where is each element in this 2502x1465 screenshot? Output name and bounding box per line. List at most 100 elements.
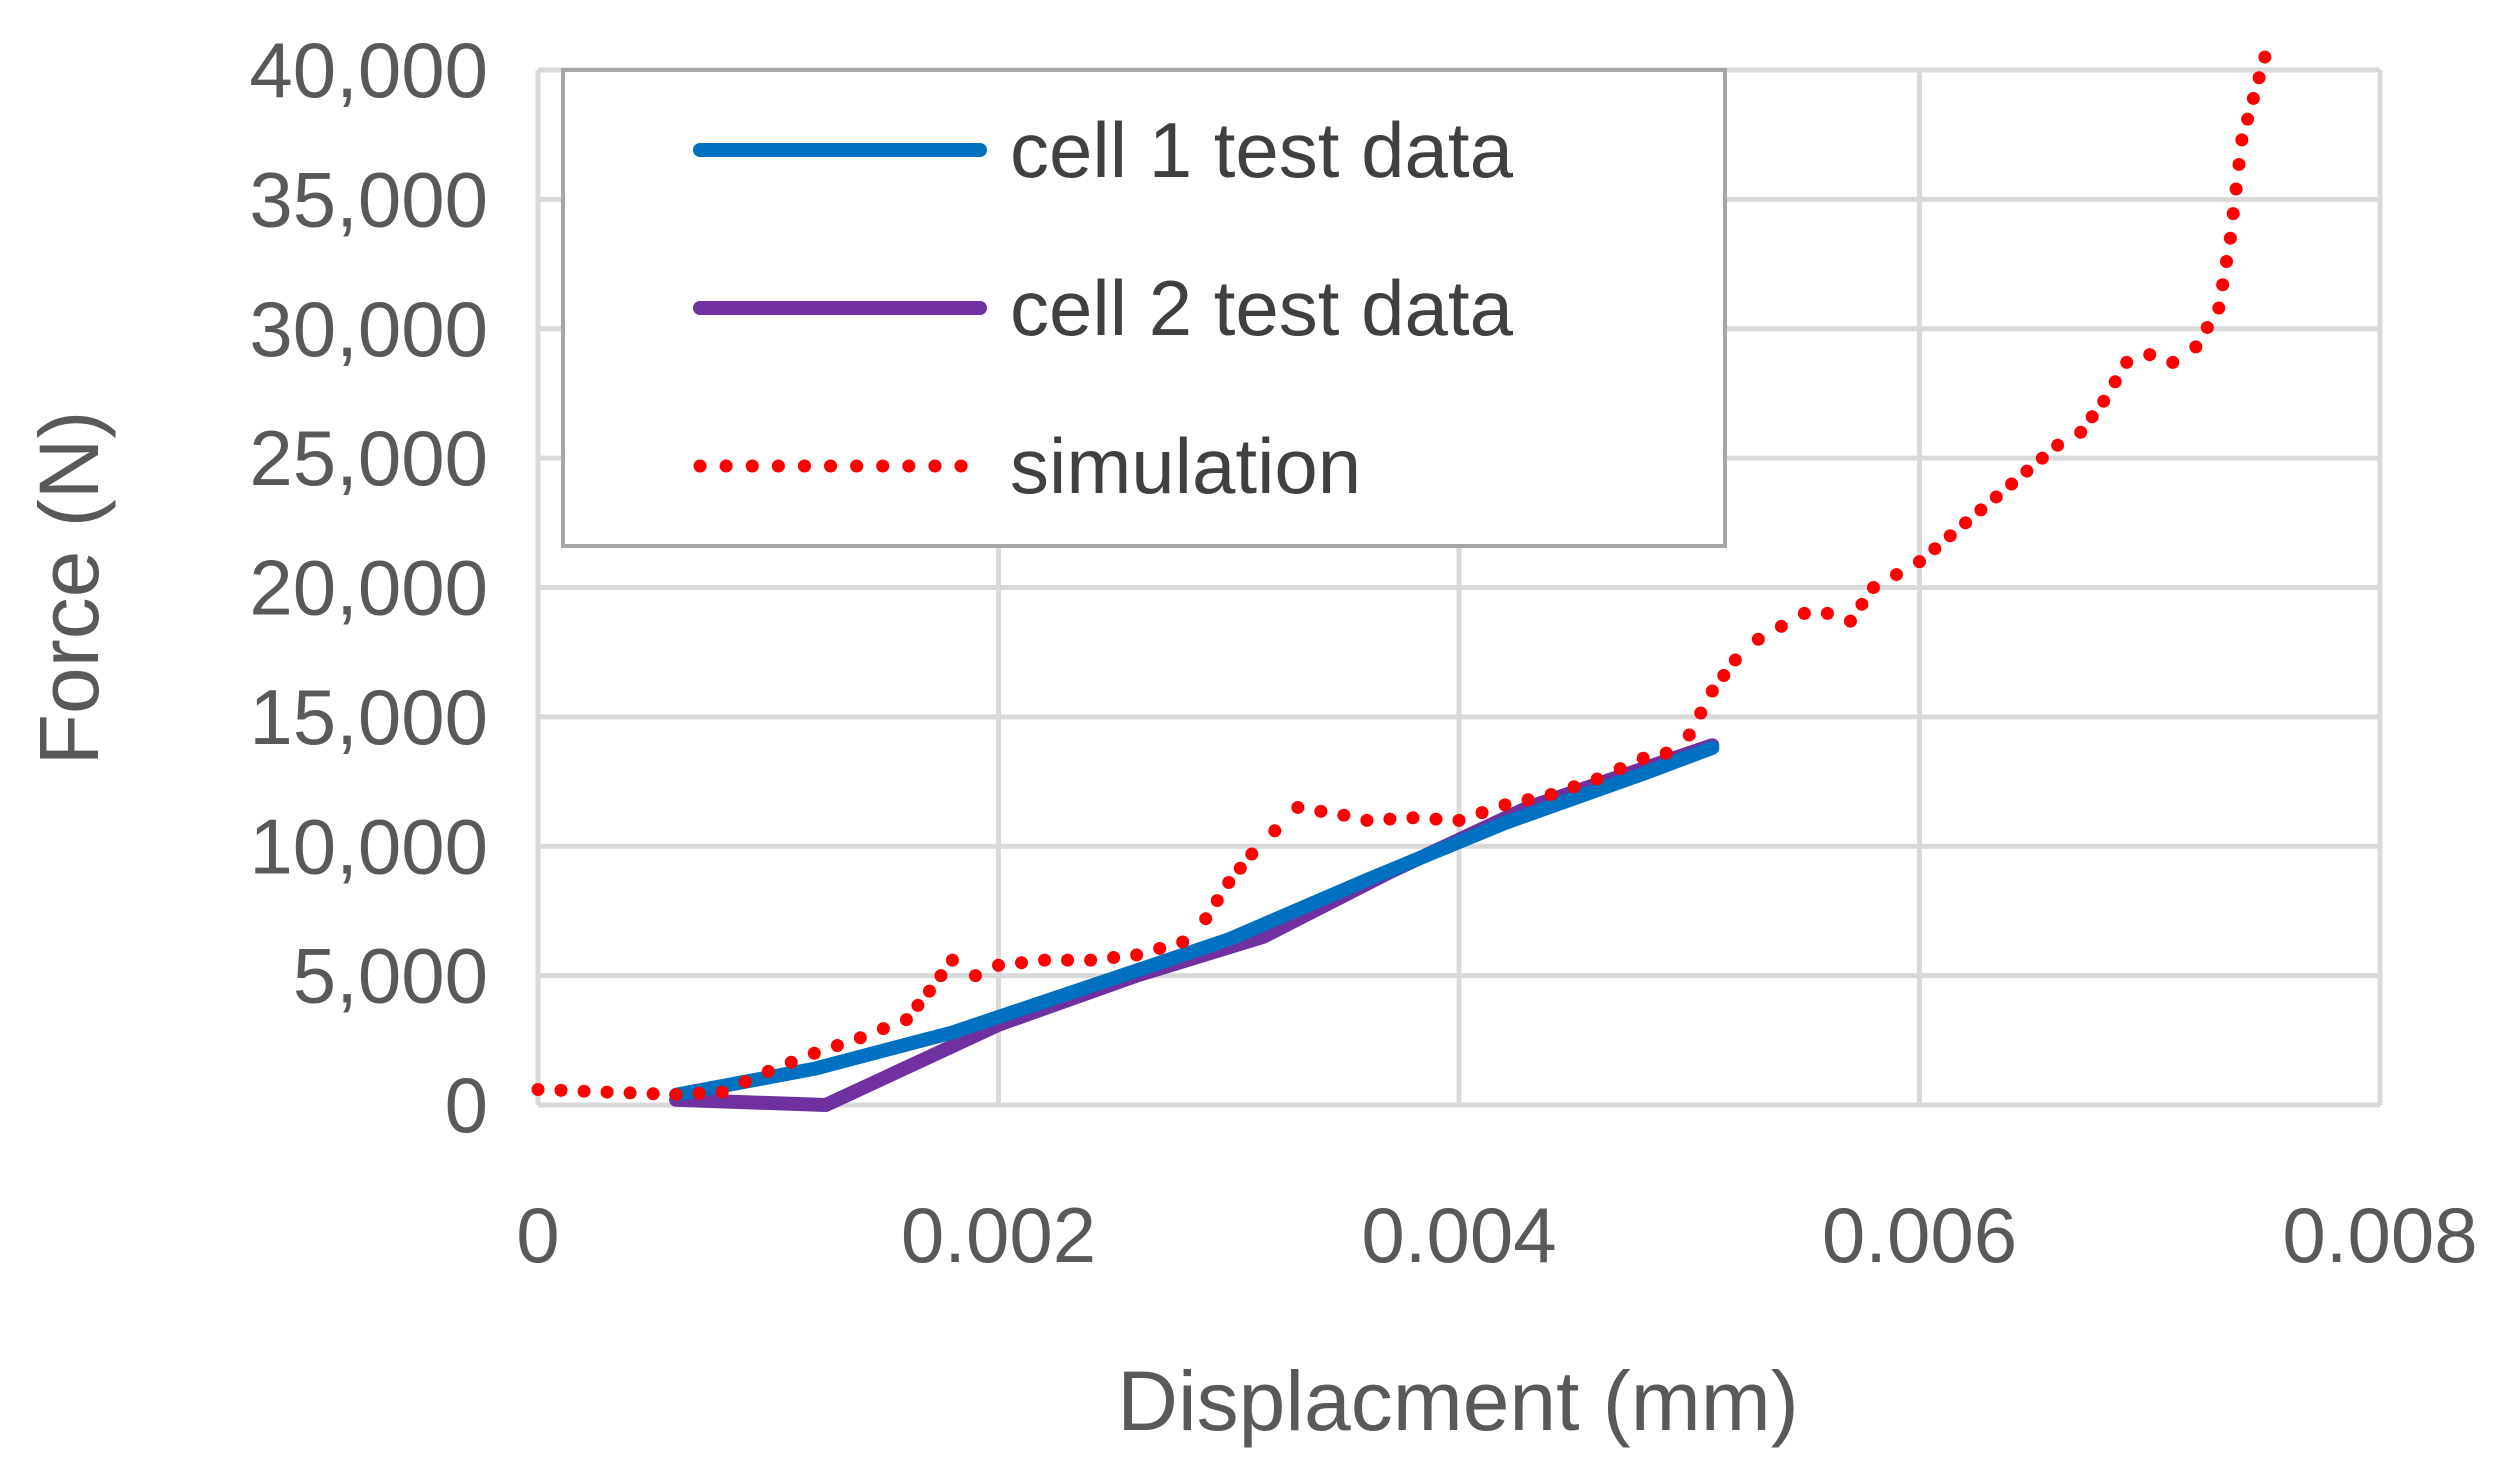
simulation-dot — [531, 1082, 545, 1096]
y-tick-label: 30,000 — [249, 285, 488, 373]
simulation-dot — [784, 1055, 798, 1069]
simulation-dot — [1061, 953, 1075, 967]
y-tick-label: 20,000 — [249, 544, 488, 632]
x-tick-labels: 0 0.002 0.004 0.006 0.008 — [516, 1191, 2477, 1279]
simulation-dot — [2108, 375, 2122, 389]
simulation-dot — [922, 984, 936, 998]
y-tick-label: 15,000 — [249, 673, 488, 761]
simulation-dot — [2226, 207, 2240, 221]
simulation-dot — [2005, 477, 2019, 491]
simulation-dot — [1797, 606, 1811, 620]
simulation-dot — [1659, 746, 1673, 760]
simulation-dot — [1222, 875, 1236, 889]
simulation-dot — [2241, 112, 2255, 126]
simulation-dot — [2258, 50, 2272, 64]
simulation-dot — [1820, 606, 1834, 620]
simulation-dot — [1153, 941, 1167, 955]
simulation-dot — [1959, 516, 1973, 530]
simulation-dot — [577, 1084, 591, 1098]
simulation-dot — [1038, 953, 1052, 967]
simulation-dot — [1429, 812, 1443, 826]
simulation-dot — [853, 1031, 867, 1045]
simulation-dot — [1705, 684, 1719, 698]
simulation-dot — [1590, 772, 1604, 786]
simulation-dot — [1544, 788, 1558, 801]
simulation-dot — [1636, 751, 1650, 765]
simulation-dot — [945, 953, 959, 967]
simulation-dot — [2051, 438, 2065, 452]
simulation-dot — [807, 1046, 821, 1060]
simulation-dot — [1521, 793, 1535, 807]
simulation-dot — [1989, 490, 2003, 504]
simulation-dot — [1866, 581, 1880, 594]
simulation-dot — [1406, 811, 1420, 825]
simulation-dot — [646, 1087, 660, 1101]
x-tick-label: 0.002 — [901, 1191, 1096, 1279]
simulation-dot — [1613, 762, 1627, 776]
simulation-dot — [1728, 653, 1742, 667]
x-tick-label: 0.004 — [1361, 1191, 1556, 1279]
simulation-dot — [1943, 529, 1957, 543]
simulation-dot — [2020, 464, 2034, 478]
simulation-dot — [1694, 706, 1708, 720]
simulation-dot — [1199, 912, 1213, 926]
series-layer — [531, 50, 2272, 1112]
simulation-dot — [1717, 668, 1731, 682]
simulation-dot — [992, 958, 1005, 972]
legend-label-cell-1: cell 1 test data — [1010, 106, 1514, 194]
simulation-dot — [1176, 935, 1190, 949]
simulation-dot — [876, 1022, 890, 1036]
simulation-dot — [1567, 780, 1581, 794]
simulation-dot — [1855, 597, 1869, 611]
simulation-dot — [1928, 542, 1942, 556]
simulation-dot — [1314, 804, 1328, 818]
series-simulation — [531, 50, 2272, 1102]
simulation-dot — [911, 998, 925, 1012]
simulation-dot — [2097, 394, 2111, 408]
simulation-dot — [2200, 320, 2214, 334]
simulation-dot — [2232, 157, 2246, 171]
simulation-dot — [934, 969, 948, 983]
x-tick-label: 0 — [516, 1191, 559, 1279]
y-tick-label: 25,000 — [249, 414, 488, 502]
simulation-dot — [1383, 812, 1397, 826]
y-tick-label: 10,000 — [249, 802, 488, 890]
simulation-dot — [968, 969, 982, 983]
simulation-dot — [1268, 824, 1282, 838]
simulation-dot — [2166, 355, 2180, 369]
y-axis-title: Force (N) — [22, 411, 116, 766]
simulation-dot — [2074, 425, 2088, 439]
simulation-dot — [669, 1088, 683, 1102]
y-tick-label: 40,000 — [249, 26, 488, 114]
simulation-dot — [1245, 847, 1259, 861]
simulation-dot — [830, 1038, 844, 1052]
simulation-dot — [1130, 948, 1144, 962]
simulation-dot — [1452, 813, 1466, 827]
simulation-dot — [1751, 632, 1765, 646]
simulation-dot — [899, 1013, 913, 1027]
simulation-dot — [1210, 894, 1224, 908]
legend-label-cell-2: cell 2 test data — [1010, 264, 1514, 352]
simulation-dot — [715, 1085, 729, 1099]
simulation-dot — [600, 1085, 614, 1099]
simulation-dot — [2252, 71, 2266, 85]
simulation-dot — [1015, 956, 1029, 970]
x-axis-title: Displacment (mm) — [1117, 1354, 1798, 1448]
simulation-dot — [692, 1086, 706, 1100]
simulation-dot — [1774, 619, 1788, 633]
simulation-dot — [1682, 728, 1696, 742]
legend: cell 1 test data cell 2 test data simula… — [561, 68, 1727, 548]
simulation-dot — [1889, 568, 1903, 582]
simulation-dot — [2120, 355, 2134, 369]
simulation-dot — [2216, 278, 2230, 292]
y-tick-label: 35,000 — [249, 155, 488, 243]
simulation-dot — [761, 1064, 775, 1078]
legend-label-simulation: simulation — [1010, 422, 1361, 510]
simulation-dot — [2035, 451, 2049, 465]
series-cell-1-test-data-line — [669, 740, 1720, 1102]
simulation-dot — [2235, 133, 2249, 147]
x-tick-label: 0.006 — [1822, 1191, 2017, 1279]
simulation-dot — [2246, 91, 2260, 105]
y-tick-label: 5,000 — [293, 932, 488, 1020]
